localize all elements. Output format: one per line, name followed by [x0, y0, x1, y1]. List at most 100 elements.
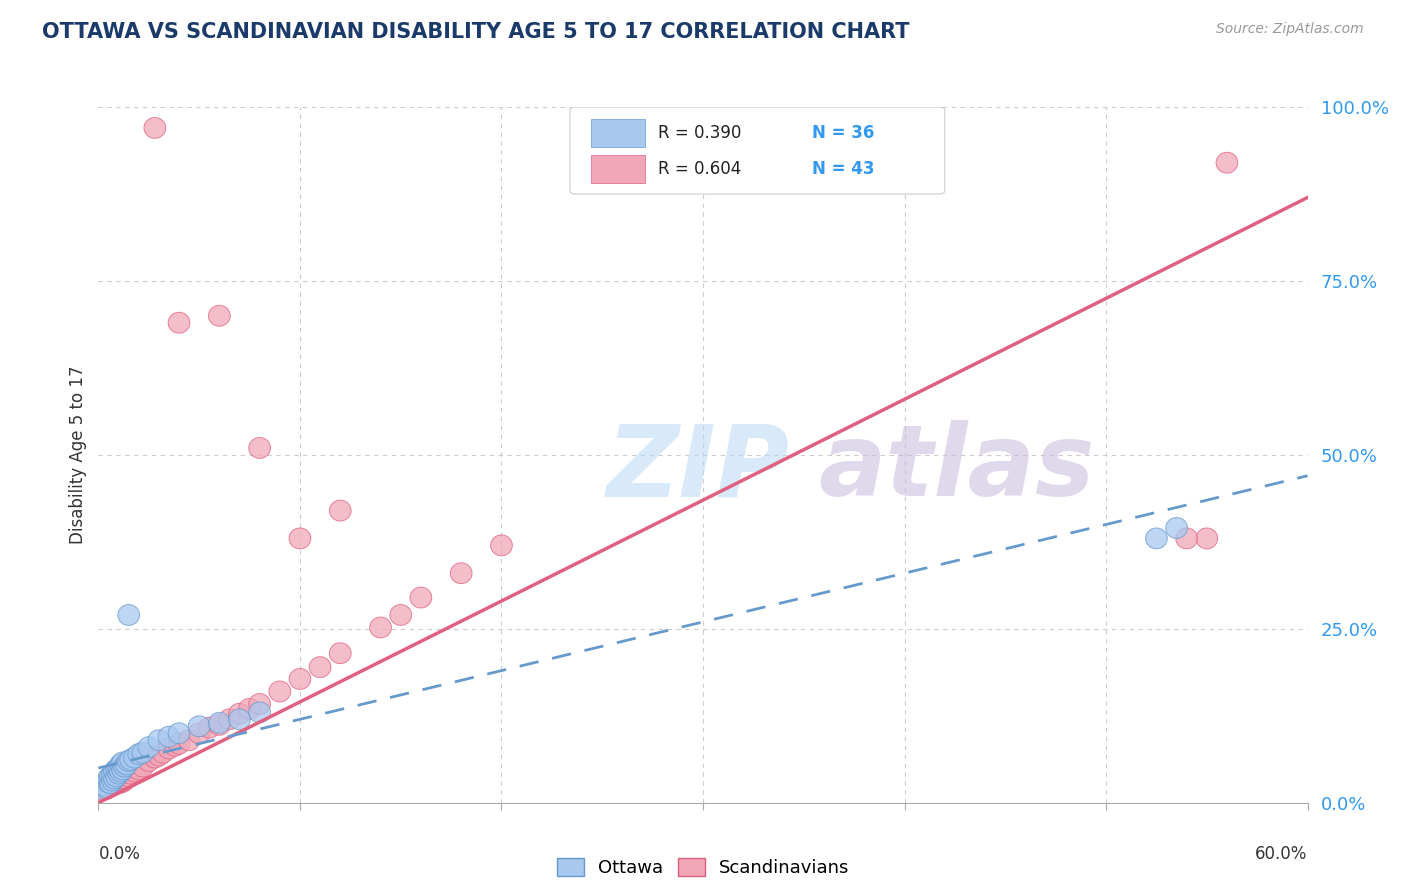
Ellipse shape	[128, 744, 149, 764]
Ellipse shape	[118, 766, 139, 787]
Ellipse shape	[188, 715, 209, 737]
Ellipse shape	[138, 751, 160, 772]
Ellipse shape	[104, 774, 125, 795]
Text: R = 0.604: R = 0.604	[658, 161, 741, 178]
Ellipse shape	[105, 759, 128, 780]
Ellipse shape	[1146, 528, 1167, 549]
Ellipse shape	[91, 780, 114, 801]
Text: 60.0%: 60.0%	[1256, 845, 1308, 863]
Ellipse shape	[100, 772, 121, 794]
Ellipse shape	[269, 681, 291, 702]
Ellipse shape	[94, 775, 115, 796]
Ellipse shape	[97, 775, 120, 796]
Ellipse shape	[148, 745, 170, 766]
Ellipse shape	[249, 702, 270, 723]
Ellipse shape	[118, 751, 139, 772]
Y-axis label: Disability Age 5 to 17: Disability Age 5 to 17	[69, 366, 87, 544]
Ellipse shape	[229, 703, 250, 724]
Ellipse shape	[165, 735, 186, 756]
Ellipse shape	[91, 779, 114, 799]
Ellipse shape	[128, 759, 149, 780]
Ellipse shape	[249, 694, 270, 714]
FancyBboxPatch shape	[569, 107, 945, 194]
Ellipse shape	[188, 723, 209, 744]
FancyBboxPatch shape	[591, 120, 645, 147]
Ellipse shape	[208, 713, 231, 733]
Ellipse shape	[143, 118, 166, 138]
Ellipse shape	[290, 668, 311, 690]
Ellipse shape	[329, 500, 352, 521]
Text: Source: ZipAtlas.com: Source: ZipAtlas.com	[1216, 22, 1364, 37]
Ellipse shape	[411, 587, 432, 608]
Ellipse shape	[108, 757, 129, 779]
Ellipse shape	[110, 770, 132, 791]
Ellipse shape	[124, 747, 146, 768]
Ellipse shape	[157, 726, 180, 747]
Ellipse shape	[104, 768, 125, 789]
Ellipse shape	[110, 761, 132, 782]
Ellipse shape	[179, 730, 200, 751]
Ellipse shape	[249, 438, 270, 458]
Ellipse shape	[169, 723, 190, 744]
Ellipse shape	[148, 730, 170, 751]
Ellipse shape	[239, 698, 260, 719]
Ellipse shape	[309, 657, 330, 678]
Ellipse shape	[1197, 528, 1218, 549]
Ellipse shape	[100, 776, 121, 797]
Ellipse shape	[94, 777, 115, 798]
Text: atlas: atlas	[818, 420, 1094, 517]
Ellipse shape	[329, 643, 352, 664]
Ellipse shape	[108, 772, 129, 794]
Ellipse shape	[101, 764, 124, 786]
Ellipse shape	[120, 749, 142, 770]
Ellipse shape	[132, 756, 153, 777]
Ellipse shape	[491, 535, 512, 556]
Ellipse shape	[114, 768, 135, 789]
Ellipse shape	[138, 737, 160, 757]
FancyBboxPatch shape	[591, 155, 645, 183]
Ellipse shape	[1175, 528, 1198, 549]
Ellipse shape	[208, 714, 231, 735]
Text: N = 36: N = 36	[811, 124, 875, 142]
Ellipse shape	[96, 779, 117, 799]
Ellipse shape	[110, 754, 132, 775]
Ellipse shape	[1166, 517, 1188, 539]
Ellipse shape	[157, 738, 180, 759]
Ellipse shape	[101, 772, 124, 794]
Ellipse shape	[111, 752, 134, 772]
Ellipse shape	[101, 770, 124, 791]
Ellipse shape	[1216, 153, 1237, 173]
Ellipse shape	[108, 764, 129, 784]
Ellipse shape	[169, 312, 190, 334]
Text: R = 0.390: R = 0.390	[658, 124, 741, 142]
Ellipse shape	[208, 305, 231, 326]
Ellipse shape	[104, 761, 125, 782]
Ellipse shape	[111, 759, 134, 780]
Ellipse shape	[389, 605, 412, 625]
Ellipse shape	[114, 756, 135, 777]
Text: 0.0%: 0.0%	[98, 845, 141, 863]
Text: OTTAWA VS SCANDINAVIAN DISABILITY AGE 5 TO 17 CORRELATION CHART: OTTAWA VS SCANDINAVIAN DISABILITY AGE 5 …	[42, 22, 910, 42]
Ellipse shape	[143, 747, 166, 768]
Ellipse shape	[152, 742, 174, 764]
Ellipse shape	[450, 563, 472, 583]
Ellipse shape	[118, 605, 139, 625]
Ellipse shape	[105, 772, 128, 792]
Ellipse shape	[111, 772, 134, 792]
Text: ZIP: ZIP	[606, 420, 789, 517]
Ellipse shape	[218, 709, 240, 730]
Ellipse shape	[198, 717, 221, 738]
Ellipse shape	[229, 709, 250, 730]
Ellipse shape	[120, 764, 142, 784]
Ellipse shape	[100, 766, 121, 787]
Legend: Ottawa, Scandinavians: Ottawa, Scandinavians	[550, 850, 856, 884]
Ellipse shape	[132, 742, 153, 764]
Ellipse shape	[115, 754, 138, 775]
Ellipse shape	[169, 733, 190, 754]
Ellipse shape	[124, 761, 146, 782]
Ellipse shape	[105, 766, 128, 787]
Ellipse shape	[97, 772, 120, 792]
Ellipse shape	[370, 617, 391, 638]
Ellipse shape	[96, 777, 117, 798]
Ellipse shape	[97, 768, 120, 789]
